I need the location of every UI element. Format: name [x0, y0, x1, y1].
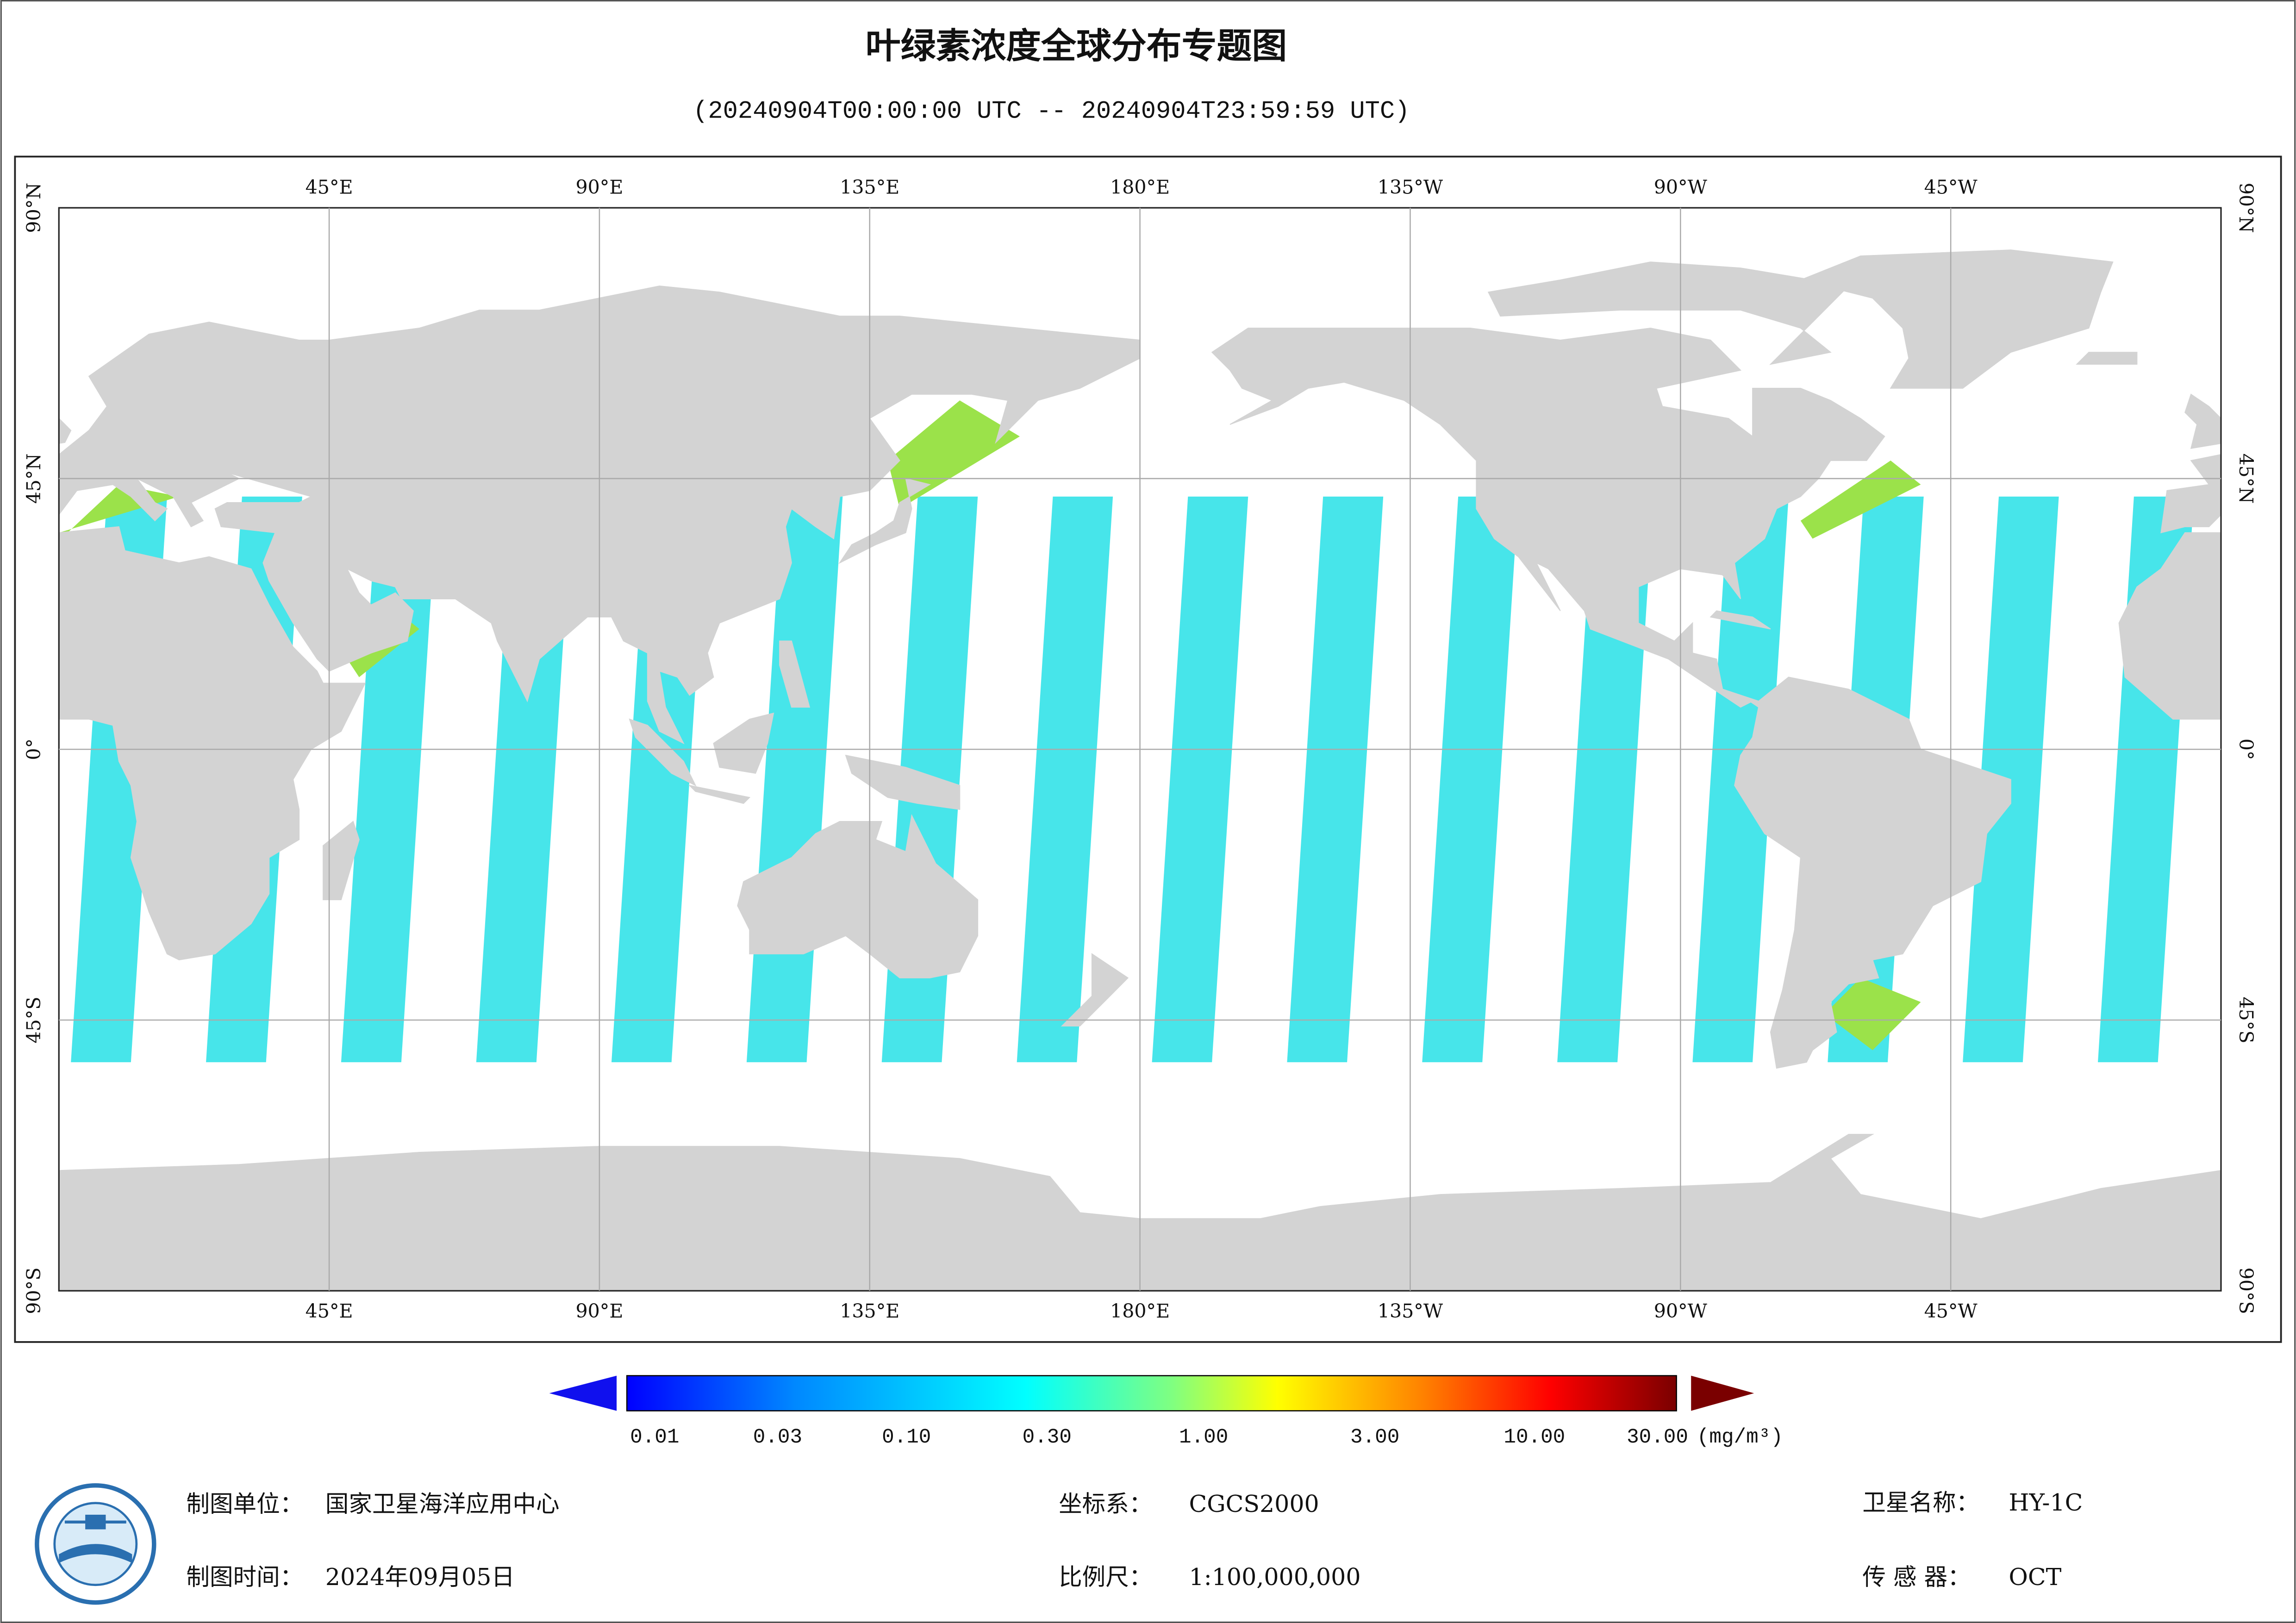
land [737, 814, 979, 979]
land [838, 478, 931, 564]
coastal-bloom [1800, 460, 1921, 539]
lon-label-top: 135°W [1378, 176, 1443, 198]
land [845, 754, 961, 810]
land [59, 526, 366, 961]
lon-label-top: 90°W [1654, 176, 1708, 198]
lat-label-left: 0° [23, 739, 45, 760]
footer-value: OCT [2009, 1563, 2061, 1591]
lat-label-left: 45°S [23, 997, 45, 1044]
land [1211, 328, 1885, 708]
swath [341, 496, 437, 1063]
land [2118, 532, 2221, 720]
colorbar-tick-label: 30.00 [1627, 1426, 1688, 1449]
colorbar-tick-label: 0.03 [753, 1426, 802, 1449]
lon-label-bottom: 180°E [1110, 1300, 1170, 1322]
footer-label: 坐标系： [1059, 1490, 1152, 1517]
lat-label-right: 45°S [2235, 997, 2257, 1044]
footer-label: 制图单位： [186, 1490, 303, 1517]
colorbar-low-arrow [549, 1375, 617, 1411]
coastal-bloom [887, 400, 1020, 509]
lon-label-top: 135°E [840, 176, 899, 198]
lat-label-right: 0° [2235, 739, 2257, 760]
land [779, 640, 811, 708]
swath [1152, 496, 1248, 1063]
lon-label-top: 180°E [1110, 176, 1170, 198]
land [1487, 261, 1850, 365]
lon-label-bottom: 90°E [575, 1300, 623, 1322]
footer-value: 国家卫星海洋应用中心 [325, 1490, 560, 1517]
footer-value: 1:100,000,000 [1189, 1563, 1361, 1591]
logo-wave [59, 1544, 132, 1563]
land [629, 718, 697, 787]
lon-label-top: 90°E [575, 176, 623, 198]
lat-label-left: 45°N [23, 454, 45, 504]
land [1799, 249, 2114, 389]
footer-label: 制图时间： [186, 1563, 303, 1591]
lon-label-bottom: 45°E [306, 1300, 353, 1322]
footer-label: 卫星名称： [1862, 1489, 1979, 1516]
lon-label-bottom: 135°E [840, 1300, 899, 1322]
colorbar-tick-label: 0.01 [630, 1426, 679, 1449]
map-frame [14, 155, 2282, 1343]
land [2160, 454, 2221, 534]
colorbar-tick-label: 10.00 [1504, 1426, 1565, 1449]
swath [1422, 496, 1519, 1063]
lat-label-left: 90°N [23, 183, 45, 233]
colorbar-tick-label: 0.10 [882, 1426, 931, 1449]
colorbar-unit: (mg/m³) [1697, 1426, 1783, 1449]
land [323, 821, 360, 901]
swath [1287, 496, 1384, 1063]
colorbar-tick-label: 0.30 [1023, 1426, 1072, 1449]
colorbar-high-arrow [1691, 1375, 1754, 1411]
coastal-bloom [1824, 978, 1921, 1051]
land [59, 417, 72, 444]
colorbar-tick-label: 3.00 [1350, 1426, 1399, 1449]
footer-value: CGCS2000 [1189, 1490, 1319, 1517]
lat-label-right: 45°N [2235, 454, 2257, 504]
lon-label-top: 45°E [306, 176, 353, 198]
land [713, 712, 774, 774]
lon-label-bottom: 135°W [1378, 1300, 1443, 1322]
lon-label-top: 45°W [1924, 176, 1978, 198]
footer-value: HY-1C [2009, 1489, 2083, 1516]
lat-label-left: 90°S [23, 1268, 45, 1314]
lat-label-right: 90°S [2235, 1268, 2257, 1314]
subtitle: (20240904T00:00:00 UTC -- 20240904T23:59… [693, 98, 1410, 126]
swath [1017, 496, 1113, 1063]
footer-label: 比例尺： [1059, 1563, 1152, 1591]
title: 叶绿素浓度全球分布专题图 [866, 25, 1287, 66]
land [2076, 352, 2138, 365]
footer-value: 2024年09月05日 [325, 1563, 515, 1591]
land [1710, 610, 1771, 630]
colorbar [626, 1375, 1677, 1412]
land [1061, 953, 1129, 1027]
land [688, 784, 751, 804]
lon-label-bottom: 90°W [1654, 1300, 1708, 1322]
land [2184, 393, 2221, 449]
logo [35, 1483, 156, 1605]
lat-label-right: 90°N [2235, 183, 2257, 233]
lon-label-bottom: 45°W [1924, 1300, 1978, 1322]
footer-label: 传 感 器： [1862, 1563, 1971, 1591]
colorbar-tick-label: 1.00 [1179, 1426, 1228, 1449]
